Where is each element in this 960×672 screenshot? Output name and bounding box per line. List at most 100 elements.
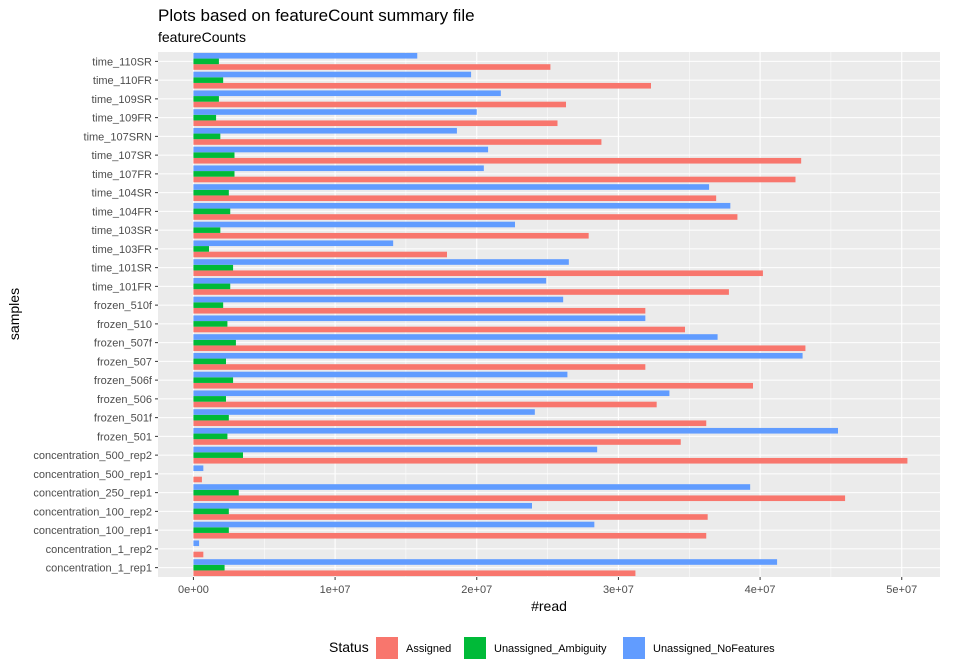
category-label: concentration_250_rep1 [33,488,152,500]
category-label: time_107SR [91,150,152,162]
category-label: time_110FR [93,75,152,87]
category-label: time_110SR [92,56,152,68]
bar-unassigned-nofeatures-time-104sr [193,184,710,190]
bar-unassigned-ambiguity-frozen-501 [193,433,228,440]
y-axis-title: samples [6,288,22,340]
bar-assigned-concentration-1-rep1 [193,570,636,577]
bar-unassigned-ambiguity-time-107srn [193,133,221,140]
bar-unassigned-nofeatures-time-103sr [193,221,515,228]
bar-unassigned-nofeatures-time-109sr [193,90,501,97]
bar-unassigned-nofeatures-concentration-500-rep2 [193,446,598,453]
bar-unassigned-nofeatures-time-103fr [193,240,394,247]
bar-assigned-frozen-506 [193,401,657,408]
category-label: concentration_1_rep2 [46,544,152,556]
legend-label: Assigned [406,643,451,655]
bar-unassigned-nofeatures-frozen-510f [193,296,564,303]
bar-unassigned-nofeatures-concentration-100-rep2 [193,502,532,509]
bar-unassigned-nofeatures-time-101fr [193,277,547,284]
bar-unassigned-ambiguity-time-107fr [193,171,235,177]
category-labels: time_110SR time_110FR time_109SR time_109FR… [33,56,158,575]
category-label: concentration_500_rep2 [33,450,152,462]
legend-key-unassigned-ambiguity [464,637,486,659]
bar-assigned-frozen-507 [193,364,646,370]
category-label: concentration_500_rep1 [33,469,152,481]
bar-unassigned-ambiguity-frozen-506f [193,377,234,383]
bar-unassigned-nofeatures-time-107sr [193,146,489,153]
bar-group [193,52,908,577]
legend-key-unassigned-nofeatures [623,637,645,659]
bar-unassigned-ambiguity-frozen-501f [193,414,229,421]
category-label: frozen_506 [97,394,152,406]
legend-title: Status [329,639,369,655]
bar-assigned-concentration-1-rep2 [193,551,204,558]
category-label: frozen_510f [94,300,153,312]
category-label: time_101FR [92,281,152,293]
bar-assigned-time-101fr [193,289,729,295]
bar-unassigned-ambiguity-concentration-250-rep1 [193,489,239,496]
chart-title: Plots based on featureCount summary file [158,6,475,25]
chart-subtitle: featureCounts [158,29,246,45]
bar-unassigned-ambiguity-time-109fr [193,114,217,121]
category-label: frozen_501f [94,413,153,425]
bar-assigned-concentration-100-rep2 [193,514,708,520]
bar-assigned-time-103fr [193,251,447,258]
legend-label: Unassigned_NoFeatures [653,643,775,655]
bar-assigned-frozen-510 [193,326,685,333]
category-label: concentration_1_rep1 [46,563,152,575]
category-label: time_104FR [92,206,152,218]
bar-unassigned-nofeatures-frozen-506 [193,390,670,397]
bar-unassigned-nofeatures-time-107fr [193,165,484,172]
bar-assigned-concentration-100-rep1 [193,532,707,539]
bar-unassigned-ambiguity-concentration-1-rep1 [193,564,225,571]
bar-unassigned-nofeatures-frozen-507 [193,352,803,359]
bar-assigned-concentration-250-rep1 [193,495,846,502]
bar-unassigned-nofeatures-frozen-506f [193,371,568,378]
bar-assigned-time-107sr [193,157,802,164]
bar-unassigned-ambiguity-time-104fr [193,208,231,215]
bar-unassigned-nofeatures-concentration-500-rep1 [193,465,204,472]
category-label: time_104SR [91,188,152,200]
bar-assigned-time-104fr [193,214,738,220]
bar-assigned-time-109sr [193,101,566,108]
bar-unassigned-nofeatures-time-110fr [193,71,472,78]
x-tick-label: 3e+07 [603,584,634,596]
bar-unassigned-ambiguity-frozen-507f [193,339,236,346]
bar-unassigned-ambiguity-time-109sr [193,96,219,102]
category-label: concentration_100_rep1 [33,525,152,537]
category-label: time_109FR [92,113,152,125]
x-tick-label: 0e+00 [178,584,209,596]
bar-assigned-time-101sr [193,270,763,277]
bar-assigned-time-110sr [193,64,551,70]
bar-assigned-frozen-501 [193,439,681,445]
x-tick-label: 1e+07 [320,584,351,596]
bar-assigned-time-107srn [193,139,602,145]
grid-lines [158,52,940,577]
category-label: time_109SR [91,94,152,106]
bar-assigned-frozen-507f [193,345,806,352]
x-tick-label: 5e+07 [886,584,917,596]
bar-assigned-time-104sr [193,195,717,202]
category-label: time_107FR [92,169,152,181]
category-label: time_103FR [92,244,152,256]
bar-unassigned-ambiguity-frozen-507 [193,358,226,365]
category-label: time_101SR [91,263,152,275]
bar-unassigned-ambiguity-concentration-100-rep1 [193,527,229,533]
bar-unassigned-nofeatures-time-101sr [193,259,569,265]
bar-unassigned-ambiguity-frozen-506 [193,396,226,402]
bar-unassigned-nofeatures-concentration-100-rep1 [193,521,595,528]
bar-assigned-concentration-500-rep2 [193,457,908,464]
bar-unassigned-nofeatures-time-107srn [193,127,457,134]
bar-unassigned-ambiguity-time-103fr [193,246,209,252]
legend: Status Assigned Unassigned_Ambiguity Unass… [329,637,775,659]
category-label: frozen_507 [97,356,152,368]
bar-unassigned-ambiguity-concentration-100-rep2 [193,508,229,515]
bar-unassigned-ambiguity-time-103sr [193,227,221,233]
bar-unassigned-ambiguity-frozen-510f [193,302,224,308]
category-label: time_107SRN [84,131,153,143]
category-label: time_103SR [91,225,152,237]
bar-unassigned-ambiguity-frozen-510 [193,321,228,327]
category-label: concentration_100_rep2 [33,506,152,518]
bar-assigned-concentration-500-rep1 [193,476,202,483]
x-tick-label: 2e+07 [461,584,492,596]
